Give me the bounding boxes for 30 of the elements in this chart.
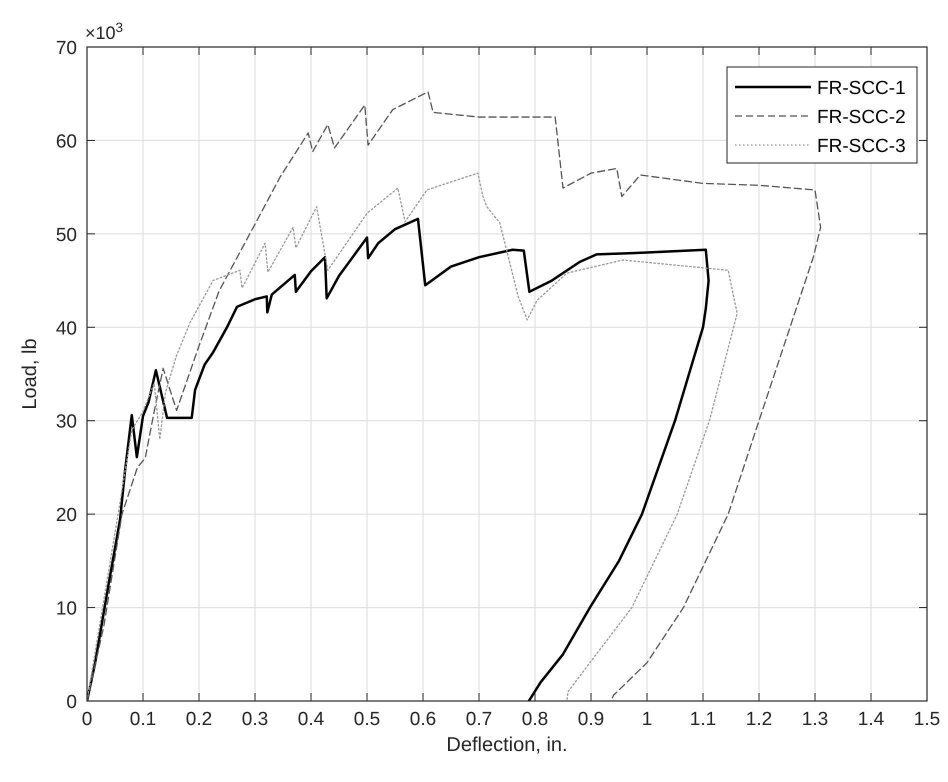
x-tick-label: 0.1 (130, 709, 156, 730)
legend-label: FR-SCC-3 (817, 136, 906, 157)
text: ×10$^{3}$ (85, 20, 124, 43)
y-tick-label: 10 (56, 598, 77, 620)
x-tick-label: 1.3 (802, 709, 828, 730)
x-tick-label: 1.5 (914, 709, 940, 730)
y-tick-label: 20 (56, 505, 77, 526)
x-tick-label: 0.5 (354, 709, 380, 730)
x-tick-label: 0.3 (242, 709, 268, 730)
x-tick-label: 1 (642, 709, 652, 730)
x-tick-label: 0.2 (186, 709, 212, 730)
x-tick-label: 1.2 (746, 709, 772, 730)
y-tick-label: 50 (56, 224, 77, 246)
x-tick-label: 0 (82, 709, 92, 730)
y-tick-label: 30 (56, 412, 77, 433)
x-axis-title: Deflection, in. (446, 734, 568, 756)
y-tick-label: 40 (56, 318, 77, 340)
x-tick-label: 0.6 (410, 709, 436, 730)
x-tick-label: 1.1 (690, 709, 716, 730)
y-tick-label: 60 (56, 131, 77, 152)
y-tick-label: 70 (56, 38, 77, 59)
y-tick-label: 0 (66, 692, 77, 713)
x-tick-label: 0.4 (298, 709, 325, 730)
x-tick-label: 1.4 (858, 709, 885, 730)
legend-label: FR-SCC-2 (817, 107, 906, 128)
y-axis-title: Load, lb (19, 338, 41, 410)
x-tick-label: 0.7 (466, 709, 492, 730)
x-tick-label: 0.9 (578, 709, 604, 730)
legend-label: FR-SCC-1 (817, 78, 906, 99)
x-tick-label: 0.8 (522, 709, 548, 730)
